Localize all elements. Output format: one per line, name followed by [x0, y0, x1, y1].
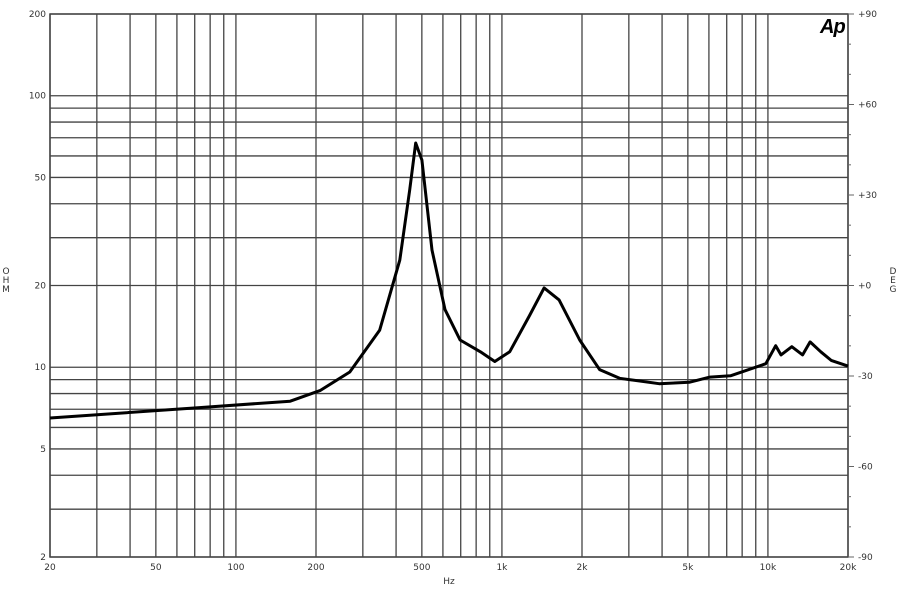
x-axis-label: Hz [443, 577, 455, 587]
logo: Ap [819, 16, 845, 38]
y-tick-label: 100 [29, 92, 46, 102]
y2-tick-label: +90 [858, 10, 877, 20]
y-tick-label: 200 [29, 10, 46, 20]
grid [49, 13, 854, 558]
x-tick-label: 200 [307, 563, 324, 573]
x-tick-label: 5k [682, 563, 694, 573]
y-tick-label: 2 [40, 553, 46, 563]
x-tick-label: 20k [840, 563, 857, 573]
y-axis-label: OHM [2, 267, 10, 295]
x-tick-label: 500 [413, 563, 430, 573]
tick-labels: 20 50 100 200 500 1k 2k 5k 10k 20k 200 100 50 20 10 5 2 +… [29, 10, 877, 573]
series-line [49, 141, 849, 420]
x-tick-label: 1k [496, 563, 508, 573]
x-tick-label: 10k [760, 563, 777, 573]
y-tick-label: 10 [35, 363, 47, 373]
y2-tick-label: +0 [858, 282, 872, 292]
y2-tick-label: +30 [858, 191, 877, 201]
x-tick-label: 20 [44, 563, 56, 573]
y2-tick-label: -30 [858, 372, 873, 382]
y-tick-label: 50 [35, 173, 47, 183]
y2-tick-label: -90 [858, 553, 873, 563]
x-tick-label: 50 [150, 563, 162, 573]
y-tick-label: 5 [40, 445, 46, 455]
y2-tick-label: +60 [858, 101, 877, 111]
y2-tick-label: -60 [858, 463, 873, 473]
x-tick-label: 2k [577, 563, 589, 573]
y-tick-label: 20 [35, 282, 47, 292]
y2-axis-label: DEG [889, 267, 897, 295]
x-tick-label: 100 [227, 563, 244, 573]
